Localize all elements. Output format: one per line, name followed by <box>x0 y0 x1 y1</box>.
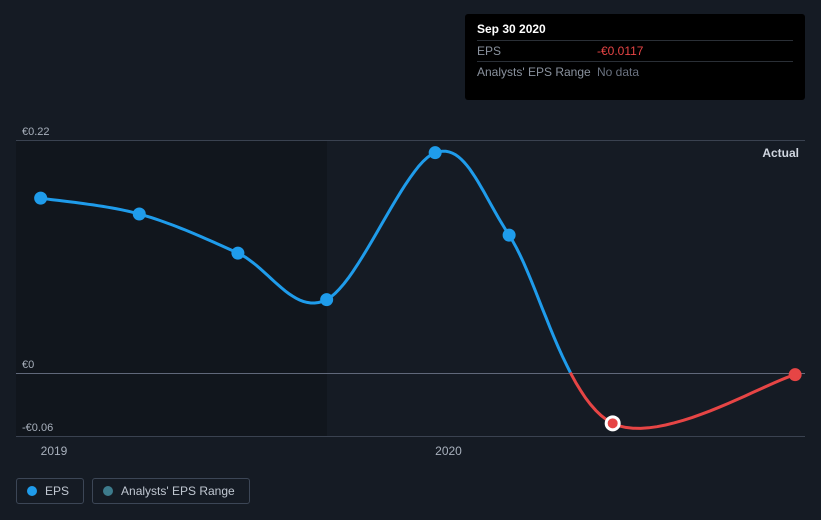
y-tick-label: €0.22 <box>22 126 50 138</box>
legend-label: EPS <box>45 484 69 498</box>
tooltip-label: Analysts' EPS Range <box>477 65 597 79</box>
legend-swatch <box>103 486 113 496</box>
legend-eps[interactable]: EPS <box>16 478 84 504</box>
y-tick-label: €0 <box>22 359 34 371</box>
series-line-eps-neg <box>570 373 795 429</box>
y-tick-label: -€0.06 <box>22 422 53 434</box>
legend-label: Analysts' EPS Range <box>121 484 235 498</box>
tooltip-row: Analysts' EPS RangeNo data <box>477 61 793 82</box>
series-point[interactable] <box>504 230 515 241</box>
series-point[interactable] <box>430 147 441 158</box>
gridline-bot <box>16 436 805 437</box>
legend-swatch <box>27 486 37 496</box>
series-point[interactable] <box>232 248 243 259</box>
tooltip-value: No data <box>597 65 793 79</box>
x-tick-label: 2019 <box>41 444 68 458</box>
series-point[interactable] <box>134 209 145 220</box>
tooltip-row: EPS-€0.0117 <box>477 40 793 61</box>
legend-range[interactable]: Analysts' EPS Range <box>92 478 250 504</box>
series-point-hover[interactable] <box>606 417 619 430</box>
tooltip-value: -€0.0117 <box>597 44 793 58</box>
eps-chart[interactable]: Actual <box>16 140 805 436</box>
series-point[interactable] <box>35 193 46 204</box>
tooltip-label: EPS <box>477 44 597 58</box>
chart-tooltip: Sep 30 2020 EPS-€0.0117Analysts' EPS Ran… <box>465 14 805 100</box>
legend: EPS Analysts' EPS Range <box>16 478 250 504</box>
series-point[interactable] <box>321 294 332 305</box>
series-line-eps-pos <box>41 151 571 372</box>
x-tick-label: 2020 <box>435 444 462 458</box>
series-point[interactable] <box>790 369 801 380</box>
plot-svg <box>16 140 805 436</box>
tooltip-title: Sep 30 2020 <box>477 22 793 40</box>
